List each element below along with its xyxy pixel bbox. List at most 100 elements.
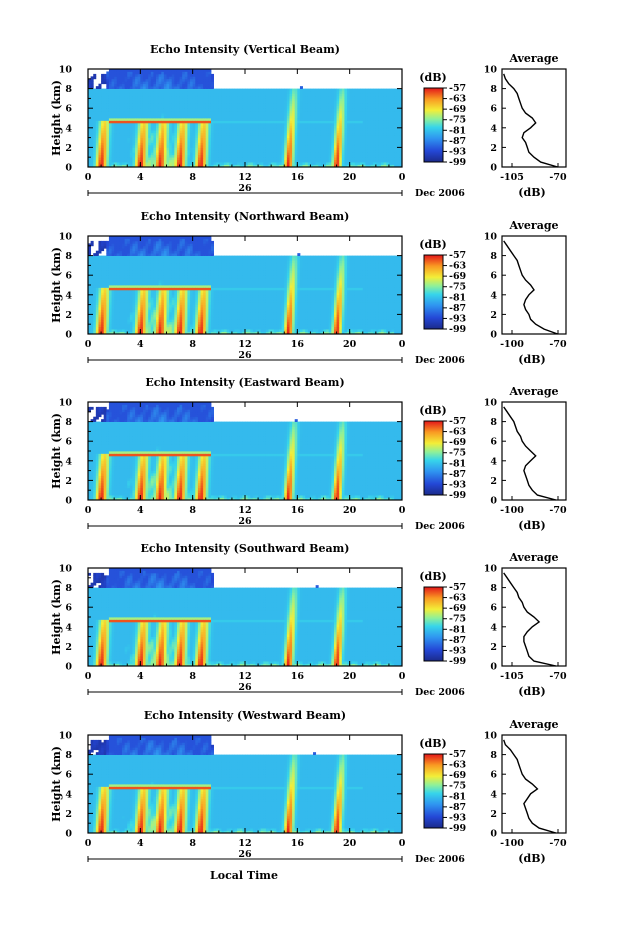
heatmap-cell: [171, 130, 175, 134]
heatmap-cell: [260, 147, 264, 151]
heatmap-cell: [328, 152, 332, 156]
heatmap-cell: [203, 73, 207, 77]
heatmap-cell: [349, 162, 353, 165]
heatmap-cell: [101, 88, 105, 92]
heatmap-cell: [169, 98, 173, 102]
heatmap-cell: [106, 260, 110, 264]
heatmap-cell: [88, 93, 92, 97]
heatmap-cell: [101, 78, 105, 82]
heatmap-cell: [263, 91, 267, 94]
heatmap-cell: [307, 130, 311, 134]
heatmap-cell: [239, 88, 243, 92]
heatmap-cell: [237, 125, 241, 129]
heatmap-cell: [140, 157, 144, 161]
heatmap-cell: [106, 147, 110, 151]
heatmap-cell: [176, 162, 180, 165]
heatmap-cell: [399, 154, 403, 158]
heatmap-cell: [90, 154, 94, 158]
heatmap-cell: [176, 108, 180, 112]
heatmap-cell: [114, 294, 118, 298]
heatmap-cell: [156, 162, 160, 165]
heatmap-cell: [307, 103, 311, 107]
heatmap-cell: [106, 76, 110, 80]
heatmap-cell: [137, 162, 141, 165]
x-tick-label: 0: [399, 172, 406, 183]
heatmap-cell: [132, 314, 136, 318]
heatmap-cell: [190, 162, 194, 165]
heatmap-cell: [205, 152, 209, 156]
heatmap-cell: [362, 164, 366, 168]
heatmap-cell: [286, 88, 290, 92]
heatmap-cell: [234, 127, 238, 131]
heatmap-cell: [276, 93, 280, 97]
heatmap-cell: [258, 149, 262, 153]
heatmap-cell: [119, 81, 123, 85]
heatmap-cell: [344, 135, 348, 138]
heatmap-cell: [145, 149, 149, 153]
heatmap-cell: [263, 144, 267, 148]
heatmap-cell: [190, 95, 194, 99]
heatmap-cell: [124, 159, 128, 163]
heatmap-cell: [205, 140, 209, 143]
heatmap-cell: [344, 132, 348, 136]
heatmap-cell: [169, 113, 173, 116]
heatmap-cell: [362, 127, 366, 131]
heatmap-cell: [281, 108, 285, 112]
heatmap-cell: [245, 122, 249, 126]
heatmap-cell: [161, 140, 165, 143]
heatmap-cell: [169, 100, 173, 104]
heatmap-cell: [297, 147, 301, 151]
heatmap-cell: [388, 125, 392, 129]
heatmap-cell: [116, 240, 120, 244]
heatmap-cell: [187, 122, 191, 126]
colorbar-tick-label: -69: [449, 104, 467, 115]
heatmap-cell: [299, 157, 303, 161]
heatmap-cell: [339, 152, 343, 156]
heatmap-cell: [331, 91, 335, 94]
heatmap-cell: [163, 154, 167, 158]
heatmap-cell: [200, 81, 204, 85]
heatmap-cell: [271, 152, 275, 156]
heatmap-cell: [378, 159, 382, 163]
heatmap-cell: [93, 144, 97, 148]
heatmap-cell: [386, 125, 390, 129]
heatmap-cell: [341, 130, 345, 134]
heatmap-cell: [132, 142, 136, 146]
heatmap-cell: [184, 115, 188, 119]
heatmap-cell: [135, 95, 139, 99]
heatmap-cell: [132, 95, 136, 99]
heatmap-cell: [391, 91, 395, 94]
heatmap-cell: [114, 73, 118, 77]
heatmap-cell: [302, 91, 306, 94]
heatmap-cell: [101, 118, 105, 121]
heatmap-cell: [239, 149, 243, 153]
heatmap-cell: [399, 88, 403, 92]
heatmap-cell: [224, 115, 228, 119]
heatmap-cell: [268, 137, 272, 141]
heatmap-cell: [90, 311, 94, 315]
heatmap-cell: [148, 83, 152, 87]
heatmap-cell: [383, 113, 387, 116]
heatmap-cell: [124, 260, 128, 264]
heatmap-cell: [161, 81, 165, 85]
heatmap-cell: [362, 154, 366, 158]
heatmap-cell: [93, 113, 97, 116]
heatmap-cell: [234, 149, 238, 153]
heatmap-cell: [373, 91, 377, 94]
heatmap-cell: [307, 132, 311, 136]
heatmap-cell: [98, 152, 102, 156]
heatmap-cell: [192, 122, 196, 126]
heatmap-cell: [242, 152, 246, 156]
heatmap-cell: [297, 125, 301, 129]
heatmap-cell: [190, 125, 194, 129]
heatmap-cell: [370, 108, 374, 112]
heatmap-cell: [284, 130, 288, 134]
heatmap-cell: [221, 98, 225, 102]
heatmap-cell: [341, 100, 345, 104]
heatmap-cell: [302, 100, 306, 104]
heatmap-cell: [203, 108, 207, 112]
heatmap-cell: [158, 73, 162, 77]
heatmap-cell: [320, 130, 324, 134]
heatmap-cell: [239, 108, 243, 112]
heatmap-cell: [378, 110, 382, 114]
